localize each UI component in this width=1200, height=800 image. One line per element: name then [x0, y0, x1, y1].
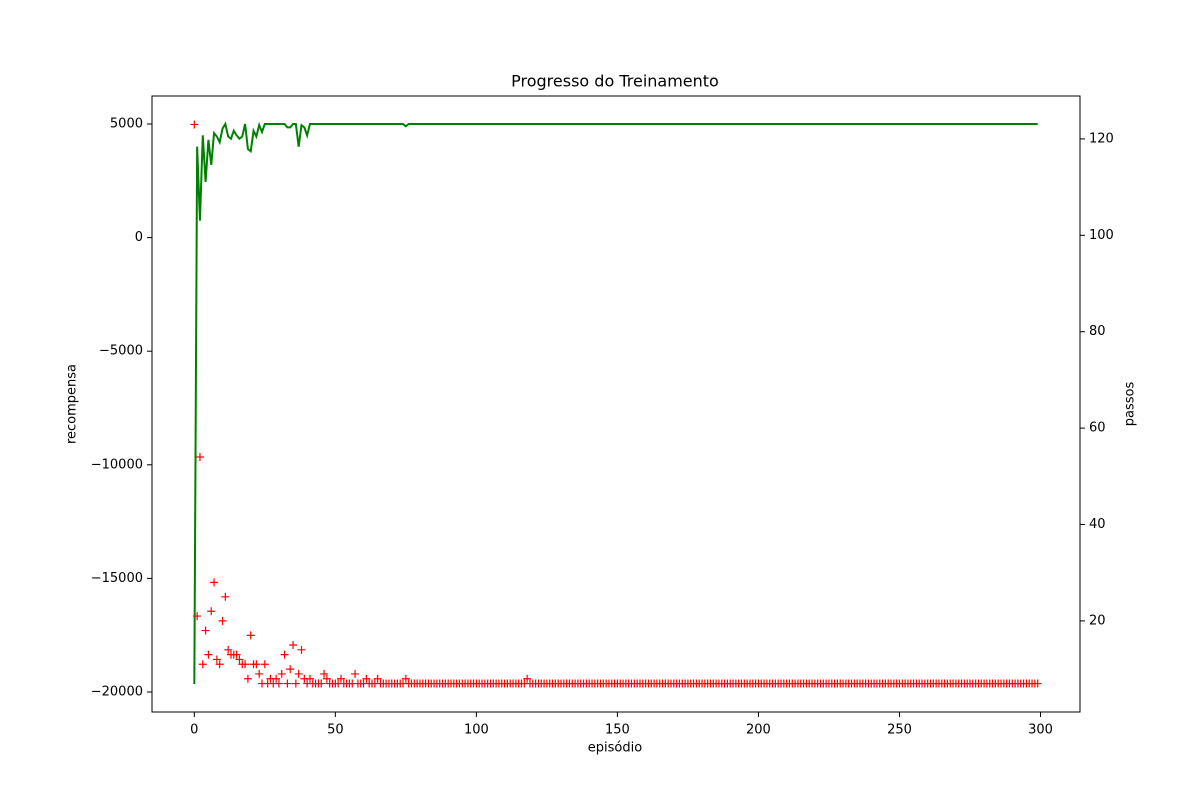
step-marker: [232, 650, 241, 659]
y2-tick-label: 120: [1089, 131, 1114, 146]
step-marker: [322, 674, 331, 683]
step-marker: [210, 578, 219, 587]
step-marker: [215, 660, 224, 669]
step-marker: [272, 674, 281, 683]
y-tick-label: −10000: [91, 457, 143, 472]
step-marker: [224, 645, 233, 654]
y2-tick-label: 60: [1089, 421, 1106, 436]
step-marker: [190, 120, 199, 129]
y2-tick-label: 40: [1089, 517, 1106, 532]
step-marker: [260, 660, 269, 669]
step-marker: [351, 669, 360, 678]
step-marker: [193, 612, 202, 621]
plot-frame: [151, 95, 1081, 713]
step-marker: [294, 669, 303, 678]
step-marker: [212, 655, 221, 664]
step-marker: [246, 631, 255, 640]
step-marker: [198, 660, 207, 669]
step-marker: [1033, 679, 1042, 688]
step-marker: [280, 650, 289, 659]
y2-tick-label: 80: [1089, 324, 1106, 339]
step-marker: [235, 655, 244, 664]
step-marker: [252, 660, 261, 669]
step-marker: [320, 669, 329, 678]
step-marker: [317, 679, 326, 688]
step-marker: [218, 616, 227, 625]
y-axis-label: recompensa: [65, 364, 80, 444]
step-marker: [373, 674, 382, 683]
y-tick-label: 0: [135, 230, 143, 245]
step-marker: [204, 650, 213, 659]
step-marker: [207, 607, 216, 616]
step-marker: [286, 665, 295, 674]
x-tick-label: 150: [605, 723, 630, 738]
step-marker: [336, 674, 345, 683]
x-tick-label: 250: [887, 723, 912, 738]
y-tick-label: −15000: [91, 571, 143, 586]
step-marker: [277, 669, 286, 678]
step-marker: [297, 645, 306, 654]
reward-line: [193, 121, 1038, 685]
step-marker: [243, 674, 252, 683]
step-marker: [241, 660, 250, 669]
y-tick-label: 5000: [110, 116, 143, 131]
step-marker: [274, 679, 283, 688]
step-marker: [283, 679, 292, 688]
chart-title: Progresso do Treinamento: [511, 72, 719, 91]
y2-tick-label: 20: [1089, 613, 1106, 628]
y2-tick-label: 100: [1089, 228, 1114, 243]
y-tick-label: −5000: [99, 344, 143, 359]
step-marker: [291, 679, 300, 688]
step-marker: [221, 592, 230, 601]
step-marker: [523, 674, 532, 683]
x-axis-label: episódio: [588, 741, 642, 756]
step-marker: [401, 674, 410, 683]
step-marker: [289, 641, 298, 650]
step-marker: [362, 674, 371, 683]
x-tick-label: 200: [746, 723, 771, 738]
x-tick-label: 100: [464, 723, 489, 738]
x-tick-label: 50: [327, 723, 344, 738]
y-tick-label: −20000: [91, 685, 143, 700]
step-marker: [255, 669, 264, 678]
step-marker: [195, 453, 204, 462]
y2-axis-label: passos: [1123, 382, 1138, 427]
step-marker: [201, 626, 210, 635]
x-tick-label: 300: [1028, 723, 1053, 738]
x-tick-label: 0: [190, 723, 198, 738]
step-marker: [305, 674, 314, 683]
